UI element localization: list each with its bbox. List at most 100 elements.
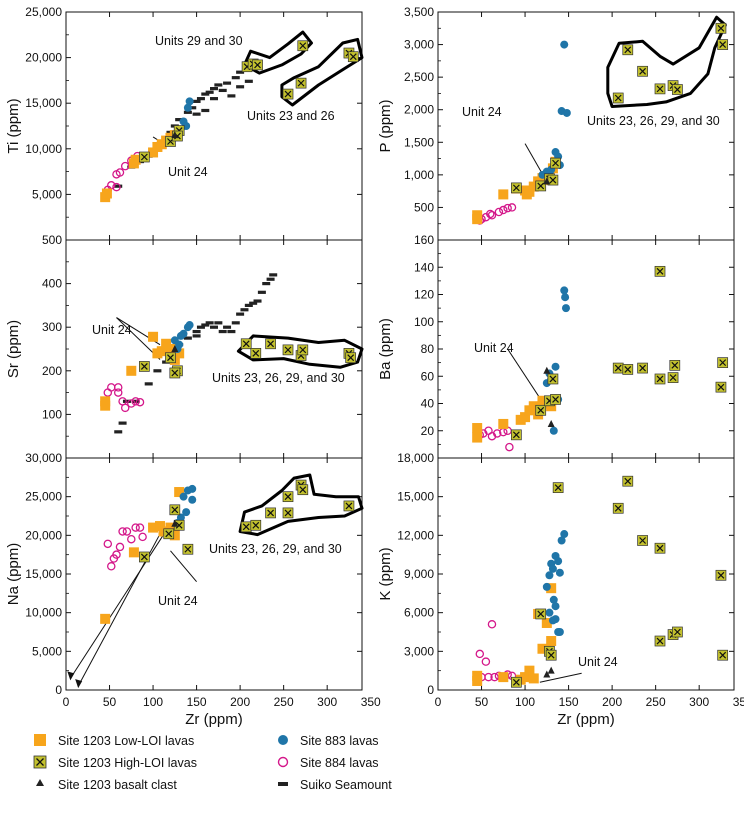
point-high-x <box>639 537 647 544</box>
point-low <box>126 365 137 376</box>
y-axis-label: Ba (ppm) <box>377 318 394 380</box>
point-suiko <box>183 110 192 114</box>
point-high-x <box>284 493 292 501</box>
point-s884 <box>113 388 123 397</box>
point-s884 <box>118 527 127 536</box>
xtick-label: 300 <box>689 695 709 709</box>
point-high-x <box>167 354 174 362</box>
point-s883 <box>545 571 554 580</box>
point-high-x <box>512 431 520 439</box>
point-high-x <box>299 486 307 494</box>
point-low <box>528 401 539 412</box>
point-high-x <box>254 61 261 69</box>
xtick-label: 300 <box>317 695 337 709</box>
point-suiko <box>249 301 258 305</box>
point-high-x <box>267 340 275 348</box>
ytick-label: 40 <box>421 397 435 411</box>
point-suiko <box>240 308 249 312</box>
ytick-label: 30,000 <box>25 451 62 465</box>
point-suiko <box>114 430 123 434</box>
point-suiko <box>196 325 205 329</box>
point-high-x <box>656 544 664 552</box>
point-high-x <box>171 506 179 514</box>
xtick-label: 150 <box>187 695 207 709</box>
point-s883 <box>555 628 564 636</box>
point-low <box>537 643 548 654</box>
point-high-x <box>297 79 305 87</box>
point-suiko <box>223 325 232 329</box>
point-high-x <box>717 383 725 391</box>
point-high-x <box>639 67 647 75</box>
point-suiko <box>244 303 253 307</box>
point-clast <box>171 345 179 352</box>
ytick-label: 100 <box>414 315 434 329</box>
point-s883 <box>179 492 188 501</box>
point-high-x <box>242 523 250 531</box>
ytick-label: 20,000 <box>25 528 62 542</box>
point-low <box>130 154 141 165</box>
point-s884 <box>103 388 113 397</box>
xtick-label: 350 <box>361 695 381 709</box>
point-low <box>155 521 166 532</box>
xtick-label: 100 <box>143 695 163 709</box>
point-low <box>148 331 159 342</box>
point-clast <box>171 131 179 139</box>
point-clast <box>547 666 555 674</box>
point-suiko <box>205 321 214 325</box>
ytick-label: 160 <box>414 233 434 247</box>
point-suiko <box>196 97 205 101</box>
enclosure-outline <box>243 30 313 75</box>
legend-item-s883: Site 883 lavas <box>278 734 379 748</box>
point-suiko <box>210 87 218 91</box>
point-high-x <box>345 502 353 510</box>
point-low <box>546 401 557 412</box>
ytick-label: 9,000 <box>404 567 434 581</box>
point-s884 <box>507 203 517 212</box>
point-low <box>472 670 483 681</box>
point-low <box>174 348 185 359</box>
ytick-label: 500 <box>414 200 434 214</box>
point-high-x <box>347 354 355 362</box>
ytick-label: 0 <box>427 683 434 697</box>
ytick-label: 18,000 <box>397 451 434 465</box>
point-low <box>520 672 531 683</box>
point-suiko <box>153 369 162 373</box>
point-high-x <box>624 366 632 373</box>
point-s883 <box>188 495 197 504</box>
point-high-x <box>614 364 622 372</box>
ytick-label: 25,000 <box>25 5 62 19</box>
point-low <box>101 188 112 199</box>
legend-marker-low <box>34 734 46 746</box>
point-suiko <box>210 325 218 329</box>
enclosure-outline <box>238 473 364 537</box>
point-suiko <box>244 79 253 83</box>
y-axis-label: Sr (ppm) <box>5 320 22 378</box>
point-s884 <box>487 210 497 220</box>
point-s883 <box>557 536 566 545</box>
leader-line <box>507 348 541 399</box>
point-s884 <box>475 649 485 659</box>
point-high-x <box>719 359 727 367</box>
point-s883 <box>545 608 554 617</box>
point-s884 <box>120 161 130 171</box>
point-high-x <box>624 477 632 485</box>
point-suiko <box>227 329 236 334</box>
ytick-label: 2,000 <box>404 103 434 117</box>
point-low <box>165 344 176 354</box>
annotation: Unit 24 <box>92 323 132 337</box>
ytick-label: 400 <box>42 277 62 291</box>
point-s884 <box>120 403 130 413</box>
point-s883 <box>560 530 569 539</box>
ytick-label: 300 <box>42 320 62 334</box>
point-low <box>541 617 552 628</box>
point-high-x <box>549 375 557 383</box>
point-s884 <box>487 620 497 629</box>
point-s883 <box>542 582 551 591</box>
point-suiko <box>269 273 278 277</box>
ytick-label: 3,500 <box>404 5 434 19</box>
legend-marker-high-x <box>36 758 44 766</box>
point-low <box>498 189 509 200</box>
annotation: Unit 24 <box>168 165 208 179</box>
point-s883 <box>561 293 570 302</box>
